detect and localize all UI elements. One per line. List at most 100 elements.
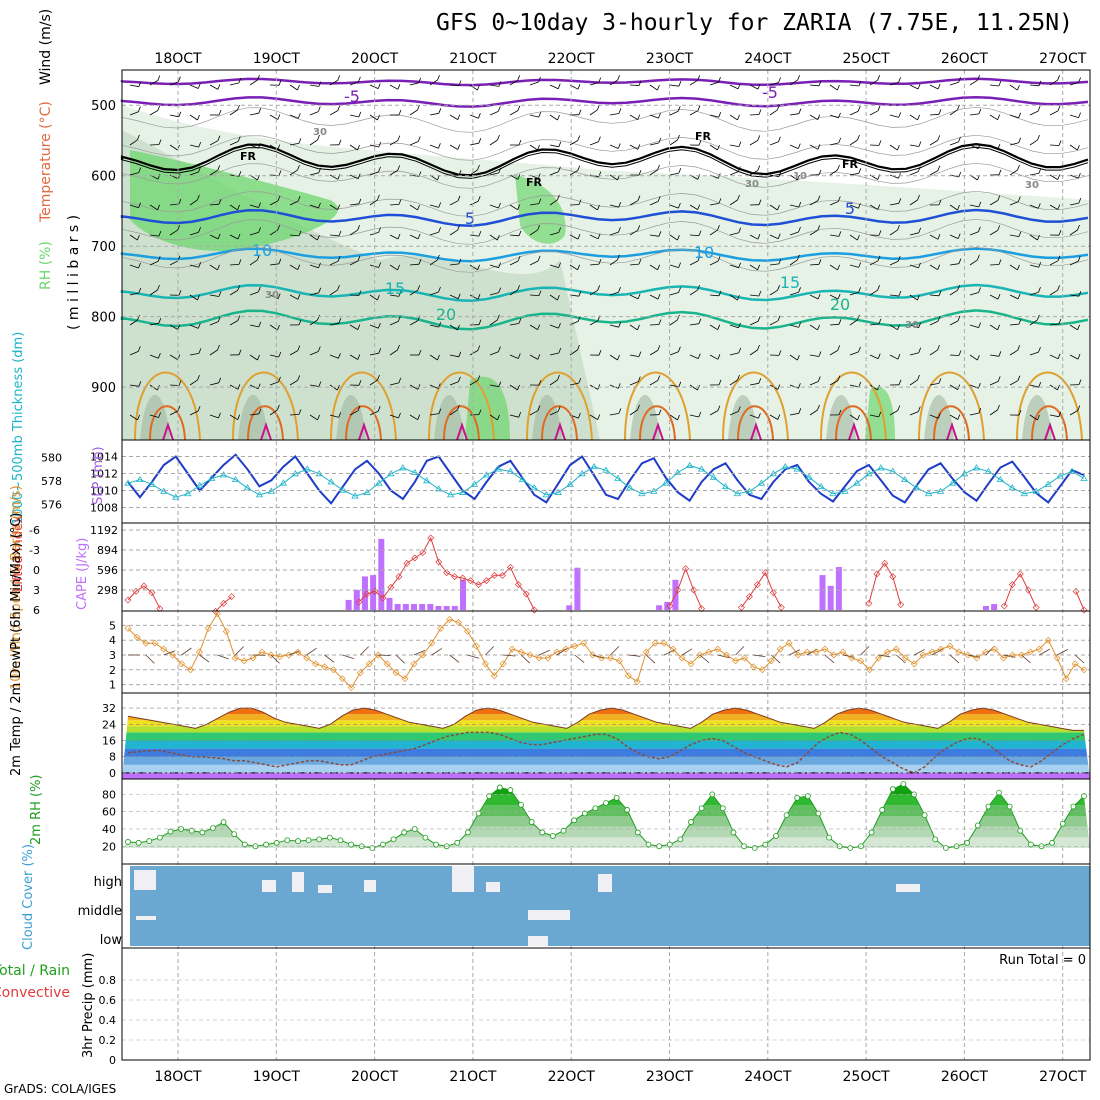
wind-barb [378, 262, 382, 268]
wind-barb [158, 318, 162, 324]
wind-barb [449, 409, 458, 416]
wind-barb [738, 227, 742, 233]
wind-barb [369, 199, 378, 206]
wind-barb [1069, 324, 1078, 331]
wind-barb-10m [860, 646, 870, 656]
wind-barb [437, 74, 440, 81]
wind-barb [497, 106, 501, 112]
cape-bar [819, 575, 826, 610]
temp-band [122, 708, 1090, 709]
wind-barb [729, 294, 738, 301]
wind-barb [769, 414, 778, 420]
thickness-point [829, 489, 837, 497]
wind-speed-point [338, 675, 346, 683]
rh-point [783, 812, 790, 819]
wind-barb [977, 354, 980, 361]
lifted-tick-label: -3 [29, 544, 40, 557]
wind-barb [1058, 230, 1062, 236]
rh-contour-line [121, 190, 1089, 217]
wind-barb [669, 84, 679, 87]
wind-barb [1029, 84, 1040, 87]
wind-barb [417, 104, 420, 111]
wind-barb [577, 264, 580, 270]
wind-barb [729, 324, 739, 329]
lifted-index-point [1000, 602, 1008, 610]
wind-barb [849, 414, 858, 421]
wind-barb [529, 203, 539, 206]
wind-barb [858, 203, 861, 209]
wind-barb [197, 83, 201, 89]
wind-barb [438, 227, 441, 233]
wind-barb [777, 104, 780, 111]
wind-barb [289, 294, 299, 300]
wind-barb [657, 196, 661, 202]
wind-speed-point [249, 654, 257, 662]
wind-barb [857, 106, 861, 112]
wind-speed-point [401, 675, 409, 683]
wind-barb [529, 324, 538, 330]
wind-barb [478, 319, 482, 325]
wind-barb [277, 144, 281, 150]
wind-barb [337, 174, 341, 180]
wind-barb [609, 113, 619, 116]
wind-barb [449, 229, 458, 236]
wind-barb [997, 225, 1001, 231]
wind-barb [338, 353, 341, 359]
wind-barb [249, 204, 259, 208]
wind-speed-point [365, 660, 373, 668]
thickness-point [805, 473, 813, 480]
cape-bar [394, 603, 401, 610]
wind-barb [498, 81, 502, 87]
wind-barb [798, 201, 802, 208]
wind-barb [349, 81, 359, 86]
wind-barb [558, 347, 562, 354]
wind-tick-label: 2 [109, 664, 116, 677]
wind-barb [549, 144, 559, 148]
cloud-row-label: high [94, 875, 122, 890]
lifted-index-line [358, 536, 535, 611]
lifted-index-point [124, 596, 132, 604]
precip-tick-label: 0 [109, 1054, 116, 1067]
thickness-point [231, 475, 240, 483]
wind-barb [818, 351, 822, 357]
rh-contour-line [121, 218, 1089, 245]
wind-speed-point [508, 645, 516, 653]
rh-point [284, 837, 291, 844]
thickness-axis-label: 1000~500mb Thickness (dm) [11, 332, 26, 525]
wind-barb [358, 380, 362, 386]
temp-band [122, 772, 1090, 779]
temp-band [122, 714, 1090, 721]
wind-barb [909, 294, 918, 301]
wind-barb-10m [395, 654, 405, 664]
lifted-index-point [745, 593, 753, 601]
thickness-tick-label: 578 [41, 475, 62, 488]
thickness-point [243, 484, 252, 491]
wind-barb-10m [342, 654, 355, 659]
wind-barb [598, 258, 602, 265]
wind-barb [377, 406, 381, 412]
wind-barb [189, 114, 198, 121]
wind-barb [789, 204, 799, 208]
wind-barb [478, 113, 481, 119]
wind-barb [258, 286, 261, 293]
wind-barb-10m [699, 654, 710, 664]
wind-speed-point [982, 648, 990, 656]
thickness-point [614, 474, 622, 481]
cape-ylabel: CAPE (J/kg) [75, 538, 90, 610]
wind-barb [989, 114, 998, 121]
wind-barb [1069, 294, 1079, 297]
wind-barb [457, 114, 461, 120]
wind-barb [949, 414, 958, 420]
wind-barb [449, 84, 460, 86]
wind-barb [317, 106, 321, 112]
wind-barb [1029, 264, 1039, 268]
wind-speed-point [446, 615, 454, 623]
lifted-index-point [419, 549, 427, 557]
rh-point [932, 836, 939, 843]
wind-barb [709, 203, 719, 206]
wind-speed-point [669, 645, 677, 653]
isotherm-hot-line [1031, 405, 1068, 441]
wind-barb [838, 319, 842, 325]
wind-barb [369, 294, 378, 301]
wind-barb [878, 140, 882, 146]
